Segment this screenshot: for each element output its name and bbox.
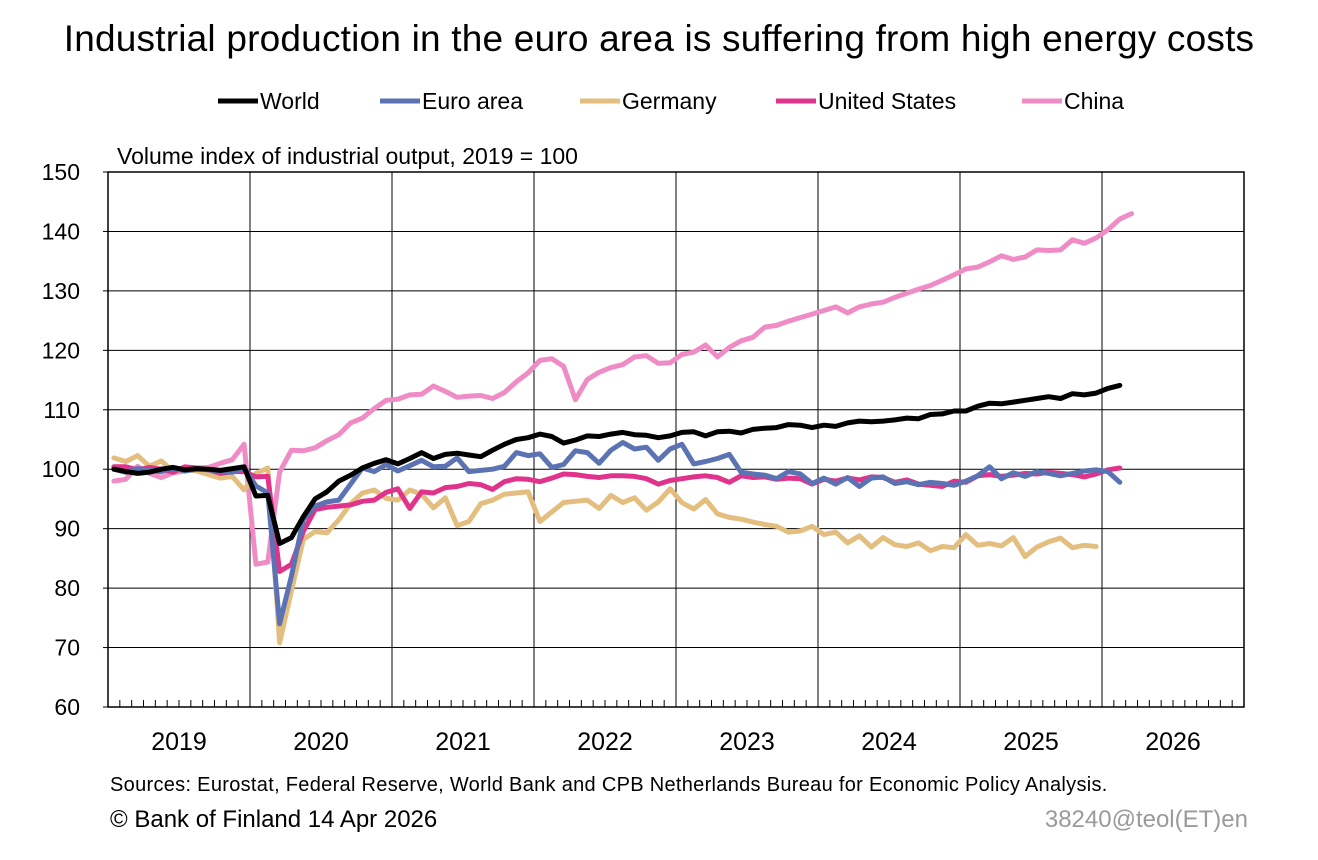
y-tick-label: 60 (54, 694, 80, 720)
series-line-united-states (111, 464, 1123, 574)
y-tick-label: 70 (54, 635, 80, 661)
plot-frame (107, 171, 1245, 708)
x-tick-label: 2023 (719, 728, 775, 756)
chart-title: Industrial production in the euro area i… (63, 18, 1255, 59)
x-tick-label: 2025 (1003, 728, 1059, 756)
legend: World Euro area Germany United States China (218, 88, 1124, 114)
legend-label: United States (818, 88, 956, 114)
x-tick-label: 2022 (577, 728, 633, 756)
y-tick-label: 100 (42, 456, 80, 482)
y-tick-label: 90 (54, 516, 80, 542)
legend-label: Germany (622, 88, 717, 114)
legend-label: China (1064, 88, 1124, 114)
y-tick-label: 80 (54, 575, 80, 601)
series-line-world (111, 382, 1123, 546)
series-lines (111, 211, 1135, 646)
x-tick-label: 2026 (1145, 728, 1201, 756)
y-tick-label: 140 (42, 218, 80, 244)
x-tick-label: 2019 (151, 728, 207, 756)
x-tick-label: 2024 (861, 728, 917, 756)
legend-label: Euro area (422, 88, 523, 114)
series-line-euro-area (111, 440, 1123, 627)
legend-label: World (260, 88, 320, 114)
chart-subtitle: Volume index of industrial output, 2019 … (117, 143, 578, 169)
x-tick-label: 2020 (293, 728, 349, 756)
y-tick-label: 150 (42, 159, 80, 185)
y-tick-label: 120 (42, 337, 80, 363)
axes: 60 70 80 90 100 110 120 130 140 150 2019 2020 2021 20… (42, 159, 1245, 756)
copyright-note: © Bank of Finland 14 Apr 2026 (110, 806, 438, 833)
x-tick-label: 2021 (435, 728, 491, 756)
series-line-china (111, 211, 1135, 567)
y-tick-label: 110 (43, 397, 80, 423)
sources-note: Sources: Eurostat, Federal Reserve, Worl… (110, 774, 1108, 796)
y-tick-label: 130 (42, 278, 80, 304)
chart-code: 38240@teol(ET)en (1044, 806, 1248, 833)
